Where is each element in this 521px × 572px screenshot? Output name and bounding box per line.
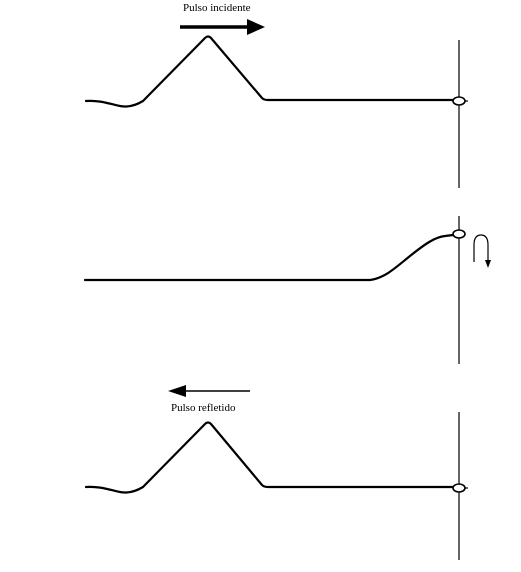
at-wall-string-wave bbox=[83, 233, 455, 282]
curved-down-arrow-icon bbox=[473, 234, 491, 268]
ring-top bbox=[452, 96, 466, 106]
panel-incident: Pulso incidente bbox=[84, 2, 468, 188]
panel-at-wall bbox=[83, 216, 491, 364]
ring-middle bbox=[452, 229, 466, 239]
arrow-left-icon bbox=[168, 385, 250, 397]
ring-bottom bbox=[452, 483, 466, 493]
arrow-right-icon bbox=[180, 19, 265, 35]
panel-reflected: Pulso refletido bbox=[84, 385, 468, 560]
incident-string-wave bbox=[84, 35, 457, 108]
reflected-string-wave bbox=[84, 421, 457, 494]
incident-pulse-label: Pulso incidente bbox=[183, 2, 251, 14]
reflected-pulse-label: Pulso refletido bbox=[171, 402, 236, 414]
